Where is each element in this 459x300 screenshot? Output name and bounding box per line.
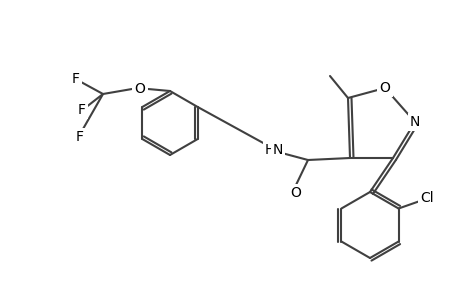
Text: O: O	[290, 186, 301, 200]
Text: F: F	[72, 72, 80, 86]
Text: F: F	[78, 103, 86, 117]
Text: H: H	[264, 143, 274, 157]
Text: N: N	[272, 143, 283, 157]
Text: Cl: Cl	[419, 191, 432, 206]
Text: O: O	[134, 82, 145, 96]
Text: N: N	[409, 115, 419, 129]
Text: O: O	[379, 81, 390, 95]
Text: F: F	[76, 130, 84, 144]
